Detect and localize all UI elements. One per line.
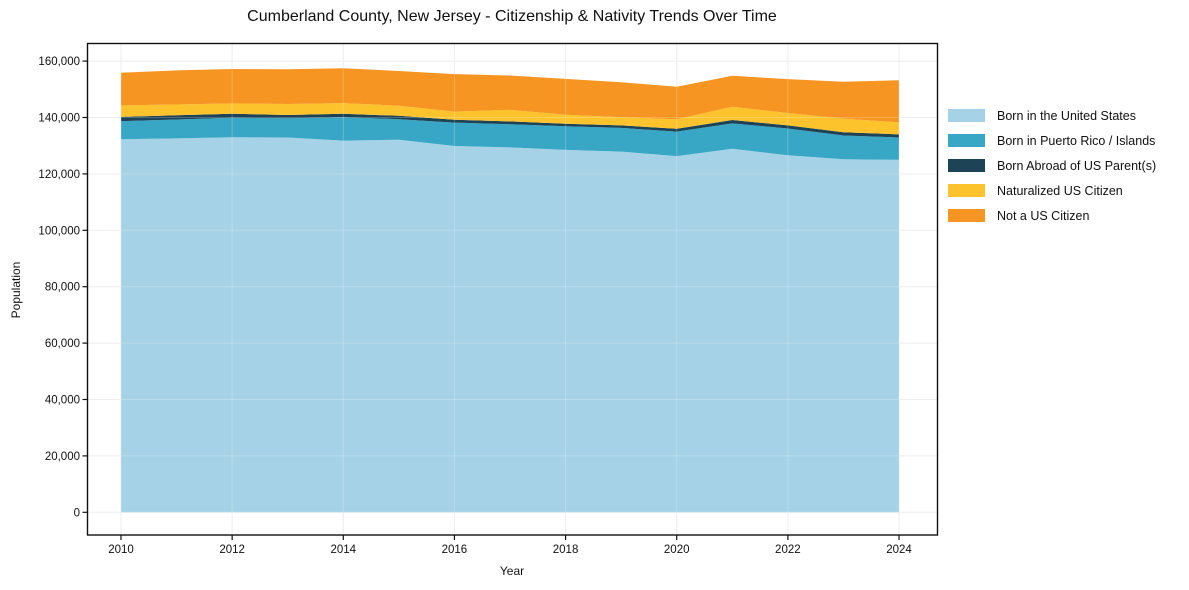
area-series-born-in-puerto-rico-islands <box>121 117 899 160</box>
x-tick-label-2022: 2022 <box>775 544 801 556</box>
x-tick-label-2010: 2010 <box>108 544 134 556</box>
legend-swatch-born-in-puerto-rico-islands <box>948 134 985 147</box>
legend-swatch-born-in-the-united-states <box>948 109 985 122</box>
legend-item-naturalized-us-citizen: Naturalized US Citizen <box>948 178 1156 203</box>
y-tick-label-120000: 120,000 <box>38 169 80 181</box>
x-tick-label-2024: 2024 <box>886 544 912 556</box>
legend-label: Born Abroad of US Parent(s) <box>997 158 1157 173</box>
area-series-born-abroad-of-us-parent-s <box>121 113 899 138</box>
legend-item-not-a-us-citizen: Not a US Citizen <box>948 203 1156 228</box>
area-series-naturalized-us-citizen <box>121 103 899 135</box>
legend-label: Naturalized US Citizen <box>997 183 1123 198</box>
y-tick-label-60000: 60,000 <box>45 338 80 350</box>
y-tick-label-160000: 160,000 <box>38 56 80 68</box>
y-tick-label-140000: 140,000 <box>38 113 80 125</box>
legend-item-born-abroad-of-us-parent-s: Born Abroad of US Parent(s) <box>948 153 1156 178</box>
chart-title: Cumberland County, New Jersey - Citizens… <box>247 8 777 25</box>
y-axis-label: Population <box>9 261 23 319</box>
y-tick-label-100000: 100,000 <box>38 225 80 237</box>
x-tick-label-2016: 2016 <box>442 544 468 556</box>
y-tick-label-20000: 20,000 <box>45 451 80 463</box>
legend-label: Not a US Citizen <box>997 208 1090 223</box>
y-tick-label-40000: 40,000 <box>45 395 80 407</box>
legend-label: Born in Puerto Rico / Islands <box>997 133 1156 148</box>
x-tick-label-2012: 2012 <box>219 544 245 556</box>
y-tick-label-80000: 80,000 <box>45 282 80 294</box>
legend-swatch-not-a-us-citizen <box>948 209 985 222</box>
legend-item-born-in-puerto-rico-islands: Born in Puerto Rico / Islands <box>948 128 1156 153</box>
area-series-born-in-the-united-states <box>121 137 899 513</box>
legend: Born in the United States Born in Puerto … <box>948 103 1156 228</box>
x-tick-label-2018: 2018 <box>553 544 579 556</box>
legend-swatch-born-abroad-of-us-parent-s <box>948 159 985 172</box>
x-tick-label-2020: 2020 <box>664 544 690 556</box>
x-axis-label: Year <box>499 564 525 578</box>
area-series-not-a-us-citizen <box>121 68 899 123</box>
legend-item-born-in-the-united-states: Born in the United States <box>948 103 1156 128</box>
legend-swatch-naturalized-us-citizen <box>948 184 985 197</box>
legend-label: Born in the United States <box>997 108 1136 123</box>
x-tick-label-2014: 2014 <box>330 544 356 556</box>
y-tick-label-0: 0 <box>74 507 80 519</box>
plot-border <box>86 42 939 536</box>
